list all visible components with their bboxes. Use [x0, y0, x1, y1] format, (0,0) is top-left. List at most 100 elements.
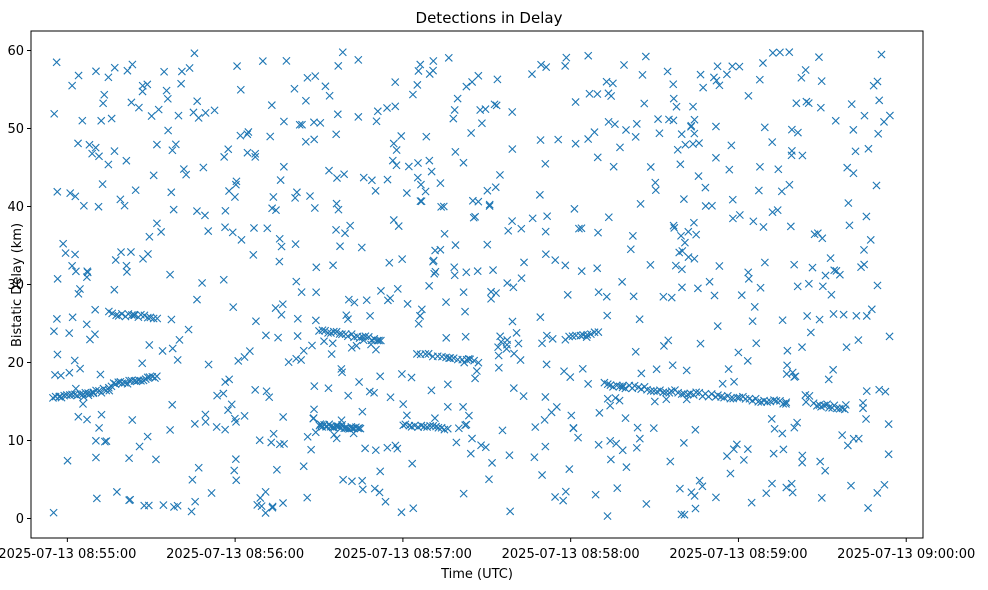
data-point	[309, 414, 318, 423]
data-point	[832, 266, 841, 275]
data-point	[843, 441, 852, 450]
data-point	[122, 261, 131, 270]
data-point	[130, 311, 139, 320]
data-point	[414, 159, 422, 168]
data-point	[329, 327, 338, 336]
data-point	[530, 453, 539, 462]
data-point	[251, 149, 260, 158]
data-point	[263, 224, 272, 233]
data-point	[403, 299, 412, 308]
data-point	[78, 116, 87, 125]
data-point	[543, 212, 552, 221]
data-point	[798, 458, 807, 467]
data-point	[696, 339, 705, 348]
data-point	[498, 426, 507, 435]
data-point	[79, 390, 88, 399]
data-point	[461, 332, 470, 341]
data-point	[695, 476, 704, 485]
data-point	[50, 370, 59, 379]
data-point	[232, 476, 241, 485]
data-point	[158, 346, 167, 355]
data-point	[565, 332, 574, 341]
data-point	[593, 264, 602, 273]
data-point	[279, 412, 288, 421]
data-point	[611, 393, 620, 402]
data-point	[307, 341, 316, 350]
data-point	[291, 240, 300, 249]
data-point	[145, 232, 154, 241]
data-point	[717, 392, 726, 401]
data-point	[711, 153, 720, 162]
data-point	[689, 218, 698, 227]
data-point	[271, 206, 280, 215]
data-point	[167, 315, 176, 324]
data-points	[48, 48, 894, 521]
data-point	[608, 79, 617, 88]
data-point	[606, 455, 615, 464]
data-point	[185, 63, 194, 72]
data-point	[814, 53, 823, 62]
data-point	[874, 129, 883, 138]
data-point	[778, 316, 787, 325]
data-point	[652, 365, 661, 374]
data-point	[816, 457, 825, 466]
data-point	[536, 136, 545, 145]
data-point	[139, 376, 148, 385]
data-point	[590, 128, 599, 137]
data-point	[798, 451, 807, 460]
data-point	[134, 103, 143, 112]
data-point	[354, 55, 363, 64]
data-point	[484, 475, 493, 484]
chart-title: Detections in Delay	[416, 9, 563, 27]
data-point	[767, 414, 776, 423]
data-point	[462, 268, 471, 277]
data-point	[864, 503, 873, 512]
data-point	[243, 130, 252, 139]
data-point	[707, 390, 716, 399]
data-point	[240, 411, 249, 420]
data-point	[437, 202, 446, 211]
data-point	[388, 156, 397, 165]
data-point	[449, 114, 458, 123]
data-point	[520, 258, 529, 267]
data-point	[541, 227, 550, 236]
data-point	[809, 399, 818, 408]
data-point	[744, 274, 753, 283]
data-point	[680, 510, 689, 519]
data-point	[838, 404, 847, 413]
x-tick-label: 2025-07-13 08:56:00	[166, 547, 304, 562]
data-point	[126, 248, 135, 256]
data-point	[750, 302, 759, 311]
data-point	[138, 359, 147, 368]
data-point	[839, 310, 848, 319]
data-point	[725, 165, 734, 174]
data-point	[810, 230, 819, 239]
data-point	[542, 331, 551, 340]
data-point	[508, 107, 517, 116]
data-point	[303, 432, 312, 441]
data-point	[669, 221, 678, 230]
data-point	[92, 386, 101, 395]
data-point	[318, 326, 327, 335]
data-point	[664, 336, 673, 345]
data-point	[332, 225, 341, 234]
data-point	[454, 424, 463, 433]
data-point	[461, 307, 470, 316]
data-point	[743, 356, 752, 365]
data-point	[659, 292, 668, 301]
data-point	[125, 496, 134, 505]
data-point	[864, 144, 873, 153]
data-point	[542, 63, 551, 72]
data-point	[517, 224, 526, 233]
data-point	[280, 439, 289, 448]
data-point	[310, 382, 319, 391]
data-point	[699, 83, 708, 92]
data-point	[177, 79, 186, 88]
data-point	[393, 444, 402, 453]
data-point	[99, 99, 108, 108]
data-point	[849, 169, 858, 178]
data-point	[86, 389, 95, 398]
data-point	[729, 445, 738, 454]
data-point	[112, 487, 121, 496]
